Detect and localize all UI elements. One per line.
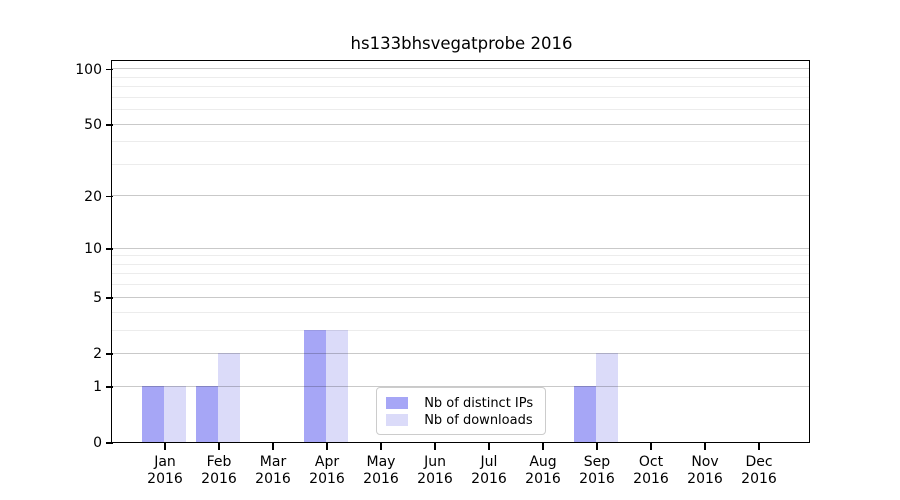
gridline-y-9 [112, 255, 810, 257]
x-axis-tick-mar [272, 443, 274, 450]
y-axis-label-100: 100 [75, 61, 102, 78]
bar-sep-distinct-ips [574, 386, 597, 443]
legend-swatch-downloads-icon [386, 414, 409, 427]
gridline-y-1 [112, 385, 810, 387]
gridline-y-4 [112, 311, 810, 313]
y-axis-label-20: 20 [84, 188, 102, 205]
plot-area: Nb of distinct IPs Nb of downloads [111, 60, 811, 444]
x-axis-label-apr: Apr 2016 [309, 454, 345, 487]
legend-label-distinct-ips: Nb of distinct IPs [424, 395, 534, 411]
x-axis-label-jul: Jul 2016 [471, 454, 507, 487]
x-axis-tick-may [380, 443, 382, 450]
x-axis-label-feb: Feb 2016 [201, 454, 237, 487]
gridline-y-30 [112, 163, 810, 165]
x-axis-tick-nov [704, 443, 706, 450]
gridline-y-40 [112, 141, 810, 143]
legend-item-distinct-ips: Nb of distinct IPs [386, 395, 536, 411]
legend-swatch-distinct-ips-icon [386, 397, 409, 410]
x-axis-label-jan: Jan 2016 [147, 454, 183, 487]
bar-feb-distinct-ips [196, 386, 219, 443]
x-axis-label-dec: Dec 2016 [741, 454, 777, 487]
x-axis-tick-jan [164, 443, 166, 450]
y-axis-label-0: 0 [93, 435, 102, 451]
gridline-y-90 [112, 76, 810, 78]
y-axis-label-1: 1 [93, 378, 102, 395]
y-axis-tick-100 [106, 68, 113, 71]
y-axis-label-5: 5 [93, 290, 102, 307]
x-axis-label-sep: Sep 2016 [579, 454, 615, 487]
x-axis-label-nov: Nov 2016 [687, 454, 723, 487]
gridline-y-8 [112, 263, 810, 265]
y-axis-tick-2 [106, 353, 113, 355]
legend: Nb of distinct IPs Nb of downloads [376, 387, 547, 436]
gridline-y-7 [112, 273, 810, 275]
x-axis-label-mar: Mar 2016 [255, 454, 291, 487]
x-axis-tick-dec [758, 443, 760, 450]
x-axis-tick-apr [326, 443, 328, 450]
y-axis-label-10: 10 [84, 241, 102, 257]
gridline-y-50 [112, 123, 810, 125]
bar-feb-downloads [218, 353, 241, 443]
x-axis-label-jun: Jun 2016 [417, 454, 453, 487]
x-axis-tick-jul [488, 443, 490, 450]
gridline-y-70 [112, 96, 810, 98]
gridline-y-20 [112, 195, 810, 197]
x-axis-tick-jun [434, 443, 436, 450]
x-axis-label-oct: Oct 2016 [633, 454, 669, 487]
x-axis-tick-aug [542, 443, 544, 450]
x-axis-tick-sep [596, 443, 598, 450]
legend-item-downloads: Nb of downloads [386, 412, 536, 428]
legend-label-downloads: Nb of downloads [424, 412, 533, 428]
x-axis-label-may: May 2016 [363, 454, 399, 487]
y-axis-tick-1 [106, 385, 113, 388]
gridline-y-100 [112, 68, 810, 70]
gridline-y-2 [112, 352, 810, 354]
bar-jan-downloads [164, 386, 187, 443]
y-axis-tick-50 [106, 123, 113, 126]
gridline-y-3 [112, 329, 810, 331]
gridline-y-10 [112, 247, 810, 249]
y-axis-label-2: 2 [93, 346, 102, 363]
x-axis-tick-feb [218, 443, 220, 450]
gridline-y-60 [112, 109, 810, 111]
gridline-y-5 [112, 296, 810, 298]
y-axis-tick-20 [106, 195, 113, 198]
y-axis-label-50: 50 [84, 116, 102, 133]
x-axis-tick-oct [650, 443, 652, 450]
bar-sep-downloads [596, 353, 619, 443]
y-axis-tick-5 [106, 297, 113, 299]
y-axis-tick-10 [106, 248, 113, 250]
x-axis-label-aug: Aug 2016 [525, 454, 561, 487]
gridline-y-6 [112, 284, 810, 286]
bar-jan-distinct-ips [142, 386, 165, 443]
y-axis-tick-0 [106, 442, 113, 444]
gridline-y-80 [112, 86, 810, 88]
chart-title: hs133bhsvegatprobe 2016 [350, 34, 573, 53]
